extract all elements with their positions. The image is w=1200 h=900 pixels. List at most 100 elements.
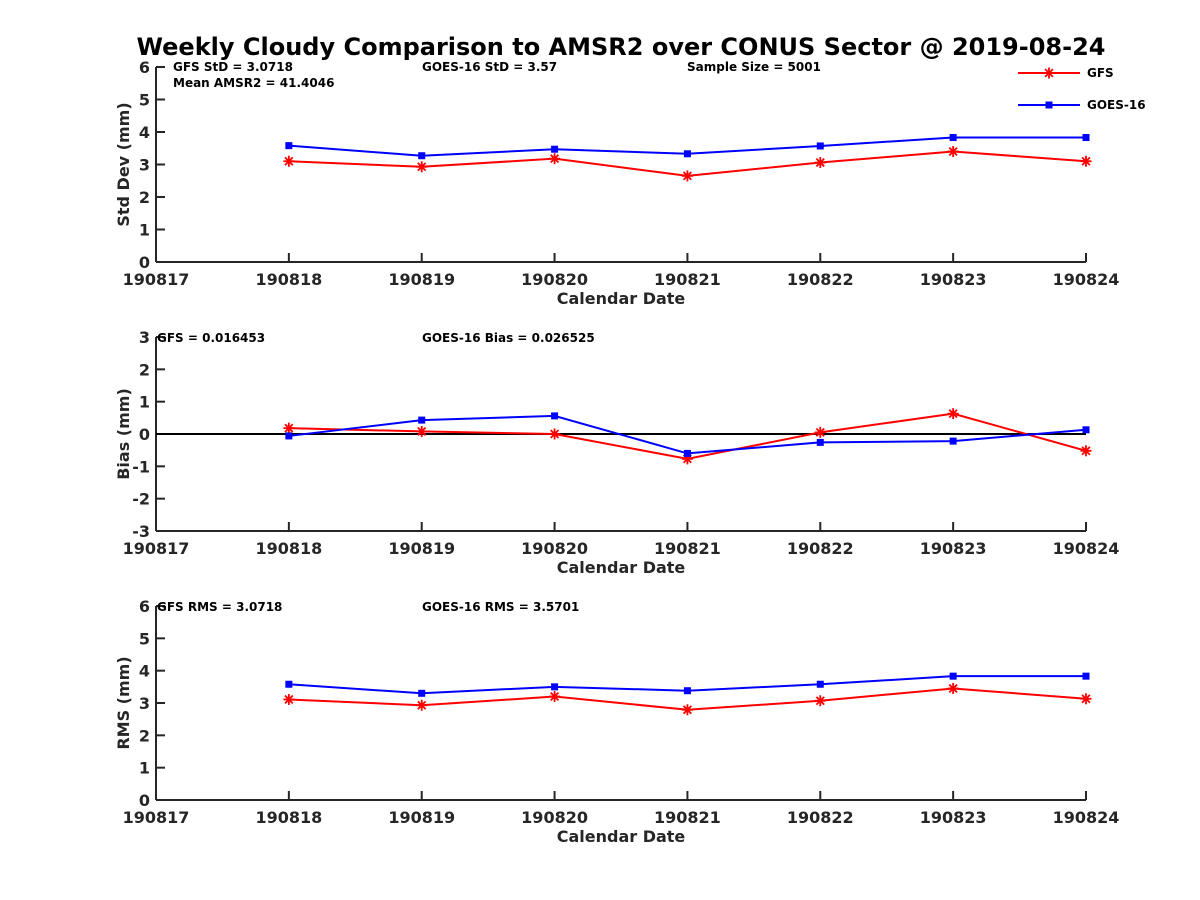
data-point-goes-16 [683,449,691,457]
y-tick-label: 4 [139,123,150,142]
panel-1: 190817 190818 190819 190820 190821 190822 1908… [114,58,1119,308]
data-point-goes-16 [816,142,824,150]
x-tick-label: 190818 [255,270,322,289]
data-point-goes-16 [949,672,957,680]
x-tick-label: 190821 [654,539,721,558]
stat-annotation: GFS = 0.016453 [157,331,265,345]
x-tick-label: 190819 [388,808,455,827]
data-point-goes-16 [816,680,824,688]
data-point-gfs [1080,693,1092,705]
y-tick-label: 5 [139,91,150,110]
data-point-gfs [681,170,693,182]
y-tick-label: -1 [132,457,150,476]
y-tick-label: 1 [139,393,150,412]
series-gfs [283,146,1092,182]
data-point-goes-16 [949,134,957,142]
x-tick-label: 190823 [920,808,987,827]
stat-annotation: GOES-16 Bias = 0.026525 [422,331,595,345]
series-gfs [283,682,1092,716]
data-point-gfs [947,682,959,694]
x-tick-label: 190820 [521,270,588,289]
x-tick-label: 190818 [255,539,322,558]
stat-annotation: Mean AMSR2 = 41.4046 [173,76,334,90]
x-tick-label: 190817 [123,270,190,289]
data-point-goes-16 [551,412,559,420]
x-tick-label: 190819 [388,270,455,289]
data-point-gfs [814,695,826,707]
y-tick-label: 6 [139,597,150,616]
data-point-gfs [549,691,561,703]
y-tick-label: 2 [139,360,150,379]
data-point-goes-16 [949,437,957,445]
y-axis-label: Std Dev (mm) [114,102,133,226]
data-point-gfs [947,146,959,157]
x-axis-label: Calendar Date [557,289,686,308]
legend-marker-goes-16 [1045,101,1053,109]
data-point-gfs [283,693,295,705]
data-point-gfs [1080,445,1092,457]
data-point-goes-16 [551,683,559,691]
data-point-gfs [947,408,959,420]
data-point-gfs [814,157,826,169]
x-axis-label: Calendar Date [557,558,686,577]
data-point-goes-16 [1082,672,1090,680]
data-point-goes-16 [418,416,426,424]
legend-label: GOES-16 [1087,98,1146,112]
y-tick-label: 5 [139,629,150,648]
figure-title: Weekly Cloudy Comparison to AMSR2 over C… [137,33,1106,61]
data-point-gfs [416,425,428,437]
y-tick-label: 6 [139,58,150,77]
x-tick-label: 190823 [920,270,987,289]
stat-annotation: GOES-16 StD = 3.57 [422,60,557,74]
x-tick-label: 190822 [787,539,854,558]
y-tick-label: -2 [132,490,150,509]
x-tick-label: 190824 [1053,539,1120,558]
y-tick-label: -3 [132,522,150,541]
data-point-goes-16 [1082,426,1090,434]
y-tick-label: 3 [139,156,150,175]
y-tick-label: 2 [139,188,150,207]
data-point-goes-16 [683,150,691,158]
y-tick-label: 0 [139,253,150,272]
legend: GFS GOES-16 [1018,66,1146,112]
y-tick-label: 0 [139,791,150,810]
series-goes-16 [285,412,1090,457]
stat-annotation: Sample Size = 5001 [687,60,821,74]
panel-3: 190817 190818 190819 190820 190821 190822 1908… [114,597,1119,846]
data-point-gfs [283,155,295,167]
x-tick-label: 190820 [521,539,588,558]
series-gfs [283,408,1092,465]
data-point-goes-16 [418,152,426,160]
x-tick-label: 190817 [123,539,190,558]
x-tick-label: 190819 [388,539,455,558]
data-point-gfs [814,426,826,438]
x-axis-label: Calendar Date [557,827,686,846]
y-tick-label: 0 [139,425,150,444]
x-tick-label: 190824 [1053,270,1120,289]
data-point-goes-16 [816,438,824,446]
data-point-goes-16 [285,142,293,150]
data-point-gfs [681,704,693,716]
data-point-goes-16 [285,680,293,688]
data-point-gfs [283,422,295,434]
stat-annotation: GOES-16 RMS = 3.5701 [422,600,579,614]
data-point-gfs [416,699,428,711]
data-point-gfs [549,428,561,440]
data-point-goes-16 [1082,134,1090,142]
x-tick-label: 190821 [654,808,721,827]
legend-item-goes-16: GOES-16 [1018,98,1146,112]
series-goes-16 [285,134,1090,160]
panels: 190817 190818 190819 190820 190821 190822 1908… [114,58,1119,846]
stat-annotation: GFS StD = 3.0718 [173,60,293,74]
y-tick-label: 2 [139,726,150,745]
x-tick-label: 190823 [920,539,987,558]
y-tick-label: 4 [139,662,150,681]
x-tick-label: 190817 [123,808,190,827]
x-tick-label: 190821 [654,270,721,289]
data-point-gfs [1080,155,1092,167]
data-point-gfs [416,161,428,173]
stat-annotation: GFS RMS = 3.0718 [157,600,282,614]
legend-marker-gfs [1043,67,1055,79]
y-tick-label: 3 [139,694,150,713]
